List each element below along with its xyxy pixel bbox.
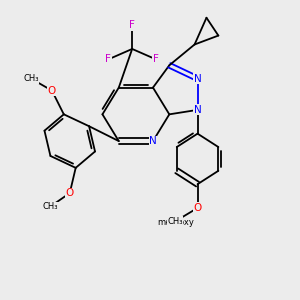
Text: CH₃: CH₃ bbox=[167, 217, 183, 226]
Text: methoxy: methoxy bbox=[159, 217, 192, 226]
Text: CH₃: CH₃ bbox=[23, 74, 39, 83]
Text: N: N bbox=[149, 136, 157, 146]
Text: methoxy: methoxy bbox=[157, 218, 194, 227]
Text: O: O bbox=[66, 188, 74, 198]
Text: N: N bbox=[194, 105, 201, 115]
Text: F: F bbox=[129, 20, 135, 30]
Text: F: F bbox=[106, 54, 111, 64]
Text: CH₃: CH₃ bbox=[43, 202, 58, 211]
Text: O: O bbox=[194, 203, 202, 213]
Text: F: F bbox=[153, 54, 159, 64]
Text: O: O bbox=[48, 85, 56, 96]
Text: N: N bbox=[194, 74, 201, 84]
